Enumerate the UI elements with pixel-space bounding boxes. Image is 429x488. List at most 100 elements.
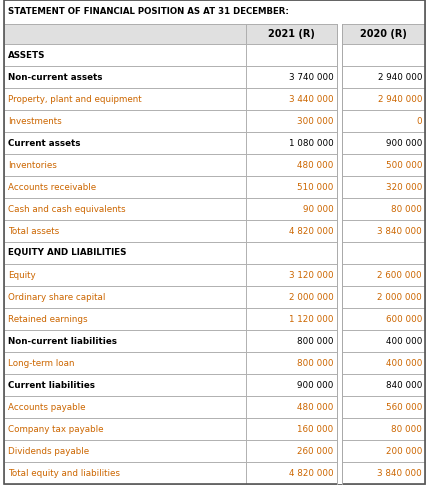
Bar (341, 396, 425, 418)
Bar (341, 154, 425, 176)
Bar (4, 440, 246, 462)
Bar (341, 418, 425, 440)
Text: 3 840 000: 3 840 000 (377, 468, 422, 477)
Text: 160 000: 160 000 (297, 425, 334, 433)
Text: 300 000: 300 000 (297, 117, 334, 125)
Bar (4, 462, 246, 484)
Bar (4, 154, 246, 176)
Bar (4, 132, 246, 154)
Bar (4, 418, 246, 440)
Text: Total assets: Total assets (8, 226, 59, 236)
Bar (341, 374, 425, 396)
Text: 3 740 000: 3 740 000 (289, 73, 334, 81)
Bar (246, 44, 337, 66)
Bar (4, 220, 246, 242)
Text: 500 000: 500 000 (386, 161, 422, 169)
Bar (4, 110, 246, 132)
Text: 1 120 000: 1 120 000 (289, 314, 334, 324)
Text: 4 820 000: 4 820 000 (289, 468, 334, 477)
Text: 900 000: 900 000 (297, 381, 334, 389)
Text: 2020 (R): 2020 (R) (360, 29, 407, 39)
Text: 510 000: 510 000 (297, 183, 334, 191)
Text: 0: 0 (417, 117, 422, 125)
Text: Non-current assets: Non-current assets (8, 73, 103, 81)
Text: 480 000: 480 000 (297, 161, 334, 169)
Bar (341, 66, 425, 88)
Bar (4, 374, 246, 396)
Bar (341, 352, 425, 374)
Text: STATEMENT OF FINANCIAL POSITION AS AT 31 DECEMBER:: STATEMENT OF FINANCIAL POSITION AS AT 31… (8, 7, 289, 17)
Text: 2 600 000: 2 600 000 (378, 270, 422, 280)
Text: Current liabilities: Current liabilities (8, 381, 95, 389)
Text: 800 000: 800 000 (297, 337, 334, 346)
Text: EQUITY AND LIABILITIES: EQUITY AND LIABILITIES (8, 248, 127, 258)
Text: 1 080 000: 1 080 000 (289, 139, 334, 147)
Bar (4, 24, 246, 44)
Bar (4, 396, 246, 418)
Text: 80 000: 80 000 (391, 425, 422, 433)
Bar (246, 462, 337, 484)
Text: Inventories: Inventories (8, 161, 57, 169)
Bar (246, 88, 337, 110)
Text: 4 820 000: 4 820 000 (289, 226, 334, 236)
Text: Equity: Equity (8, 270, 36, 280)
Text: Accounts payable: Accounts payable (8, 403, 85, 411)
Bar (341, 308, 425, 330)
Text: 2 940 000: 2 940 000 (378, 95, 422, 103)
Bar (246, 198, 337, 220)
Bar (4, 176, 246, 198)
Bar (4, 198, 246, 220)
Bar (4, 44, 246, 66)
Text: 2 000 000: 2 000 000 (377, 292, 422, 302)
Bar (341, 176, 425, 198)
Text: 200 000: 200 000 (386, 447, 422, 455)
Bar (341, 44, 425, 66)
Bar (246, 308, 337, 330)
Text: 400 000: 400 000 (386, 359, 422, 367)
Text: Ordinary share capital: Ordinary share capital (8, 292, 106, 302)
Bar (341, 110, 425, 132)
Text: 840 000: 840 000 (386, 381, 422, 389)
Bar (341, 440, 425, 462)
Text: 2 000 000: 2 000 000 (289, 292, 334, 302)
Text: Non-current liabilities: Non-current liabilities (8, 337, 117, 346)
Text: Dividends payable: Dividends payable (8, 447, 89, 455)
Bar (246, 132, 337, 154)
Bar (246, 66, 337, 88)
Text: 320 000: 320 000 (386, 183, 422, 191)
Bar (246, 176, 337, 198)
Bar (341, 462, 425, 484)
Bar (246, 110, 337, 132)
Text: 2021 (R): 2021 (R) (268, 29, 315, 39)
Bar (341, 132, 425, 154)
Text: 90 000: 90 000 (303, 204, 334, 214)
Text: 3 120 000: 3 120 000 (289, 270, 334, 280)
Bar (4, 352, 246, 374)
Bar (246, 220, 337, 242)
Bar (341, 242, 425, 264)
Bar (246, 396, 337, 418)
Bar (4, 286, 246, 308)
Bar (4, 0, 425, 24)
Bar (4, 330, 246, 352)
Text: 600 000: 600 000 (386, 314, 422, 324)
Bar (246, 242, 337, 264)
Bar (341, 330, 425, 352)
Text: Retained earnings: Retained earnings (8, 314, 88, 324)
Bar (246, 154, 337, 176)
Text: 2 940 000: 2 940 000 (378, 73, 422, 81)
Text: Property, plant and equipment: Property, plant and equipment (8, 95, 142, 103)
Bar (4, 66, 246, 88)
Text: 480 000: 480 000 (297, 403, 334, 411)
Bar (246, 24, 337, 44)
Bar (4, 308, 246, 330)
Text: Investments: Investments (8, 117, 62, 125)
Bar (246, 286, 337, 308)
Bar (341, 286, 425, 308)
Text: 900 000: 900 000 (386, 139, 422, 147)
Text: 3 440 000: 3 440 000 (289, 95, 334, 103)
Bar (341, 24, 425, 44)
Text: 400 000: 400 000 (386, 337, 422, 346)
Bar (341, 88, 425, 110)
Bar (246, 352, 337, 374)
